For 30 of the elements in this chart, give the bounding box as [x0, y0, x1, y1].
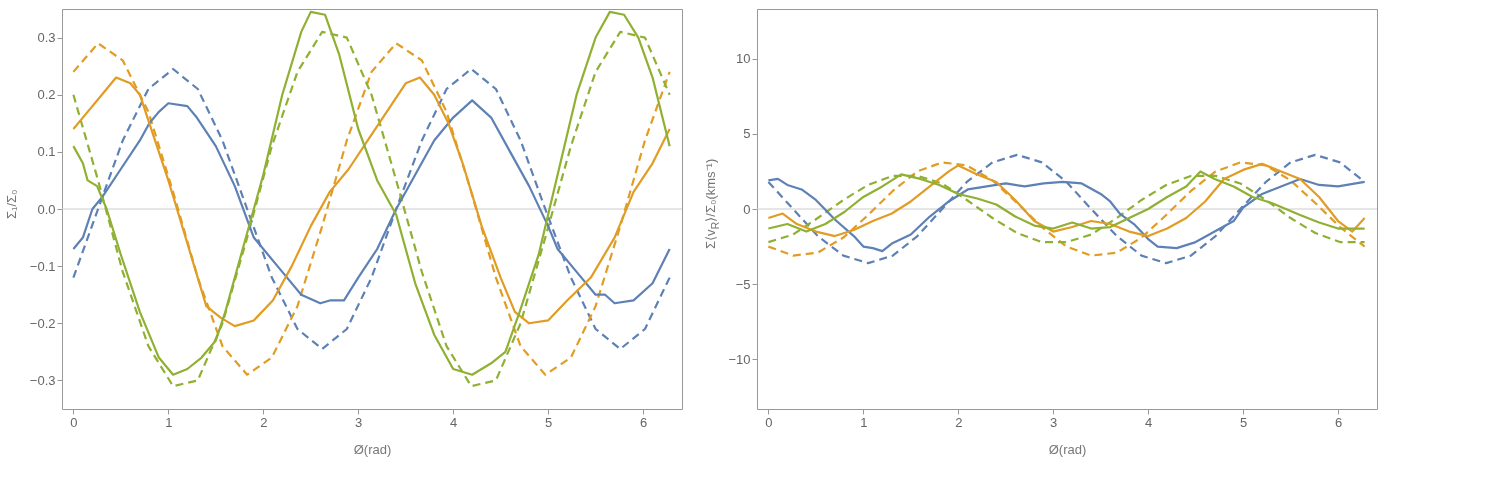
- x-tick-label: 3: [1050, 414, 1058, 430]
- y-tick-label: −10: [728, 351, 751, 367]
- y-tick-label: −0.3: [29, 372, 56, 388]
- y-axis-title: Σ₁/Σ₀: [4, 188, 20, 221]
- x-tick-label: 5: [1240, 414, 1248, 430]
- x-axis-title: Ø(rad): [353, 441, 392, 457]
- x-tick-label: 3: [355, 414, 363, 430]
- y-tick-label: −5: [735, 276, 751, 292]
- x-tick-label: 0: [765, 414, 773, 430]
- x-tick-label: 1: [165, 414, 173, 430]
- y-tick-label: 0: [743, 201, 751, 217]
- x-tick-label: 1: [860, 414, 868, 430]
- y-tick-label: −0.1: [29, 258, 56, 274]
- line-series: [767, 174, 1366, 244]
- x-tick-label: 0: [70, 414, 78, 430]
- x-axis-title: Ø(rad): [1048, 441, 1087, 457]
- y-tick-label: 0.2: [37, 87, 56, 103]
- y-tick-label: 0.1: [37, 144, 56, 160]
- x-tick-label: 4: [450, 414, 458, 430]
- y-tick-label: 5: [743, 126, 751, 142]
- x-tick-label: 6: [1334, 414, 1343, 430]
- y-tick-label: 0.0: [37, 201, 56, 217]
- y-tick-label: 0.3: [37, 30, 56, 46]
- x-tick-label: 2: [955, 414, 963, 430]
- x-tick-label: 4: [1145, 414, 1153, 430]
- y-tick-label: 10: [736, 51, 751, 67]
- y-tick-label: −0.2: [29, 315, 56, 331]
- x-tick-label: 5: [545, 414, 553, 430]
- x-tick-label: 2: [260, 414, 268, 430]
- x-tick-label: 6: [639, 414, 648, 430]
